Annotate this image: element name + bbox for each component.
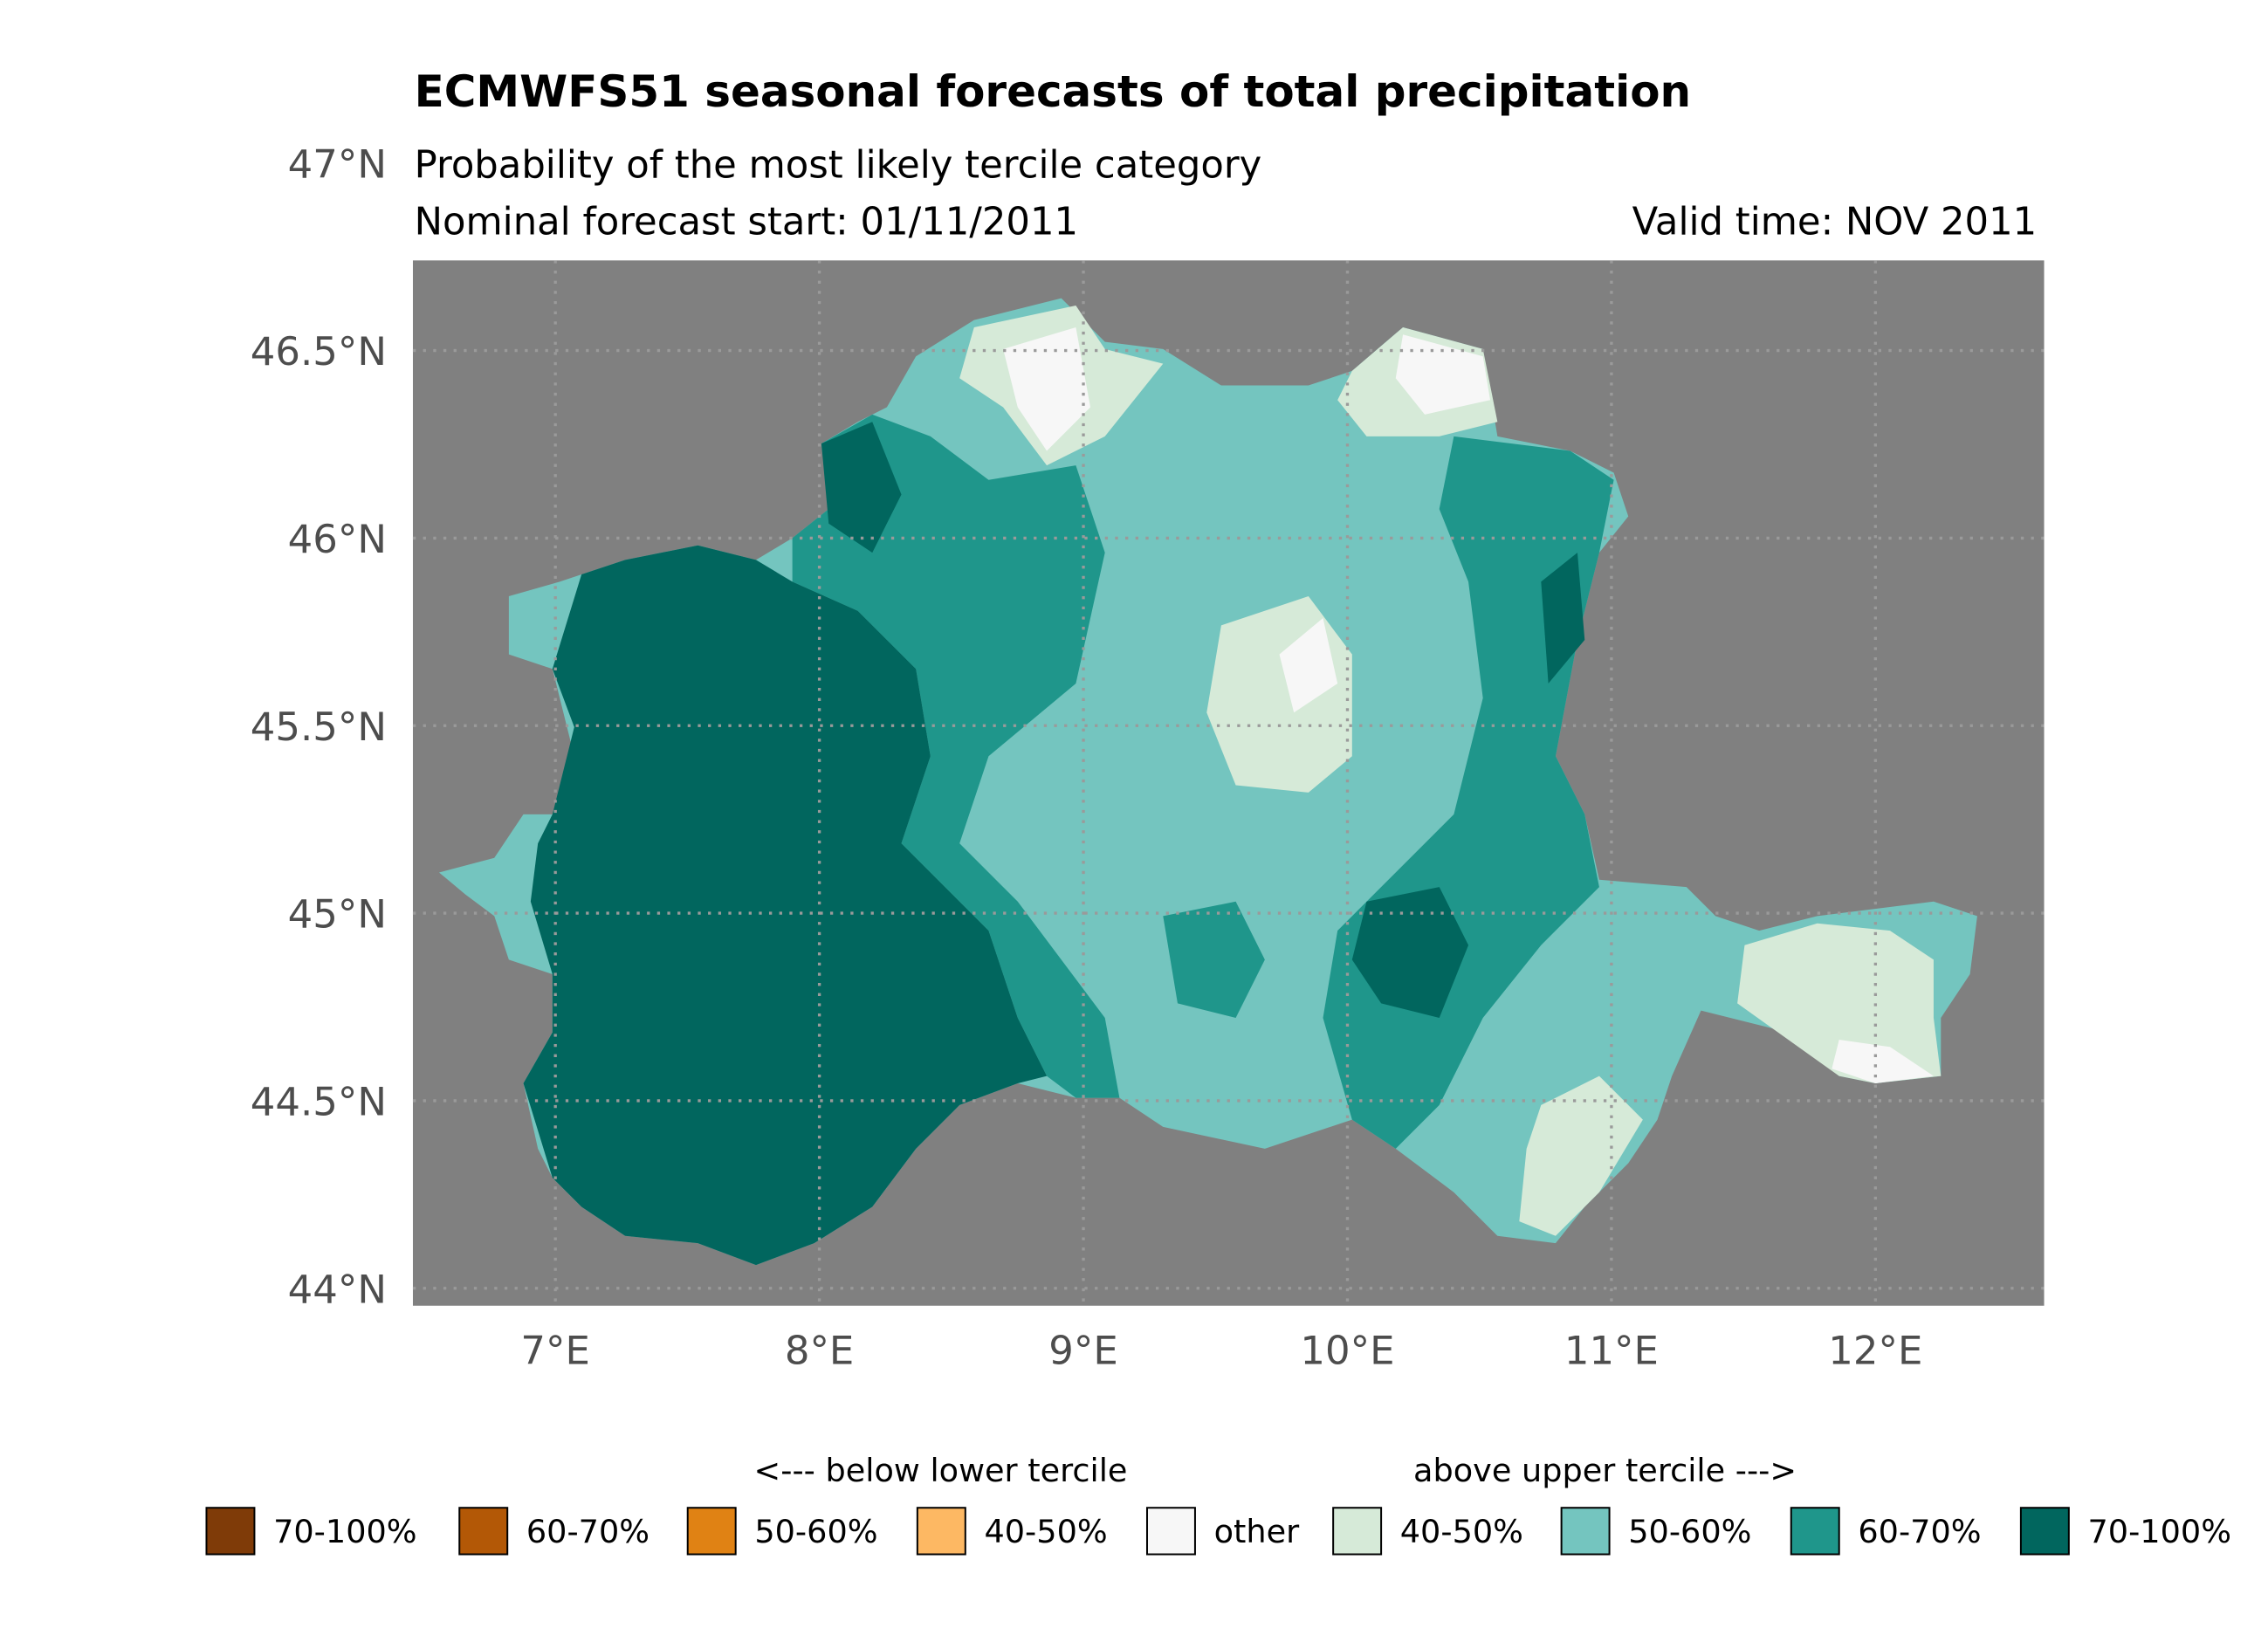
legend-label: 40-50%: [1400, 1513, 1523, 1550]
region-other-north: [1003, 326, 1091, 451]
legend-label: 50-60%: [754, 1513, 877, 1550]
region-40-50-above-east: [1737, 923, 1942, 1083]
region-70-100-above-northeast: [1541, 553, 1585, 684]
region-70-100-above-north: [821, 422, 902, 553]
region-60-70-above-west: [792, 414, 1120, 1098]
legend-item: 70-100%: [205, 1507, 417, 1556]
x-tick-label: 10°E: [1300, 1327, 1394, 1373]
x-tick-label: 8°E: [785, 1327, 854, 1373]
legend-label: other: [1214, 1513, 1301, 1550]
y-tick-label: 44°N: [288, 1266, 387, 1312]
y-tick-label: 45.5°N: [251, 704, 387, 750]
legend-item: 70-100%: [2019, 1507, 2231, 1556]
region-other-east: [1832, 1039, 1934, 1083]
y-tick-label: 47°N: [288, 141, 387, 187]
gridlines: [412, 260, 2045, 1306]
legend-item: 50-60%: [686, 1507, 878, 1556]
y-tick-label: 45°N: [288, 891, 387, 938]
x-tick-label: 7°E: [520, 1327, 589, 1373]
legend-swatch: [1790, 1507, 1840, 1556]
legend-label: 50-60%: [1628, 1513, 1751, 1550]
legend-label: 40-50%: [984, 1513, 1107, 1550]
legend-label: 70-100%: [2087, 1513, 2231, 1550]
region-other-northeast: [1395, 334, 1491, 415]
legend-swatch: [205, 1507, 256, 1556]
y-tick-label: 46.5°N: [251, 328, 387, 374]
legend-swatch: [686, 1507, 737, 1556]
legend-label: 70-100%: [273, 1513, 417, 1550]
legend-below-header: <--- below lower tercile: [754, 1452, 1128, 1489]
legend-label: 60-70%: [526, 1513, 649, 1550]
region-70-100-above-east: [1351, 887, 1469, 1018]
legend-item: 40-50%: [1332, 1507, 1523, 1556]
valid-time: Valid time: NOV 2011: [1632, 200, 2038, 244]
legend-swatch: [1145, 1507, 1196, 1556]
legend-swatch: [2019, 1507, 2070, 1556]
x-axis-ticks: 7°E 8°E 9°E 10°E 11°E 12°E: [520, 1327, 1922, 1373]
x-tick-label: 12°E: [1828, 1327, 1922, 1373]
region-60-70-above-central: [1163, 901, 1265, 1018]
legend-swatch: [458, 1507, 509, 1556]
x-tick-label: 11°E: [1564, 1327, 1659, 1373]
legend-item: 40-50%: [916, 1507, 1108, 1556]
forecast-start: Nominal forecast start: 01/11/2011: [415, 200, 1078, 244]
legend-swatch: [1332, 1507, 1383, 1556]
legend-item: 60-70%: [458, 1507, 649, 1556]
legend: 70-100% 60-70% 50-60% 40-50% other 40-50% 50-6…: [205, 1507, 2231, 1556]
legend-item: 60-70%: [1790, 1507, 1982, 1556]
legend-above-header: above upper tercile --->: [1413, 1452, 1797, 1489]
y-axis-ticks: 44°N 44.5°N 45°N 45.5°N 46°N 46.5°N 47°N: [251, 141, 387, 1312]
legend-swatch: [916, 1507, 966, 1556]
region-other-central: [1279, 618, 1338, 713]
legend-item: 50-60%: [1560, 1507, 1751, 1556]
legend-swatch: [1560, 1507, 1611, 1556]
legend-item: other: [1145, 1507, 1301, 1556]
region-40-50-above-central: [1206, 596, 1352, 793]
x-tick-label: 9°E: [1048, 1327, 1117, 1373]
chart-title: ECMWFS51 seasonal forecasts of total pre…: [415, 66, 1691, 117]
y-tick-label: 44.5°N: [251, 1079, 387, 1125]
chart-subtitle: Probability of the most likely tercile c…: [415, 143, 1262, 187]
map-raster: [438, 298, 1977, 1266]
legend-label: 60-70%: [1858, 1513, 1981, 1550]
region-70-100-above-west: [523, 545, 1048, 1266]
y-tick-label: 46°N: [288, 516, 387, 562]
